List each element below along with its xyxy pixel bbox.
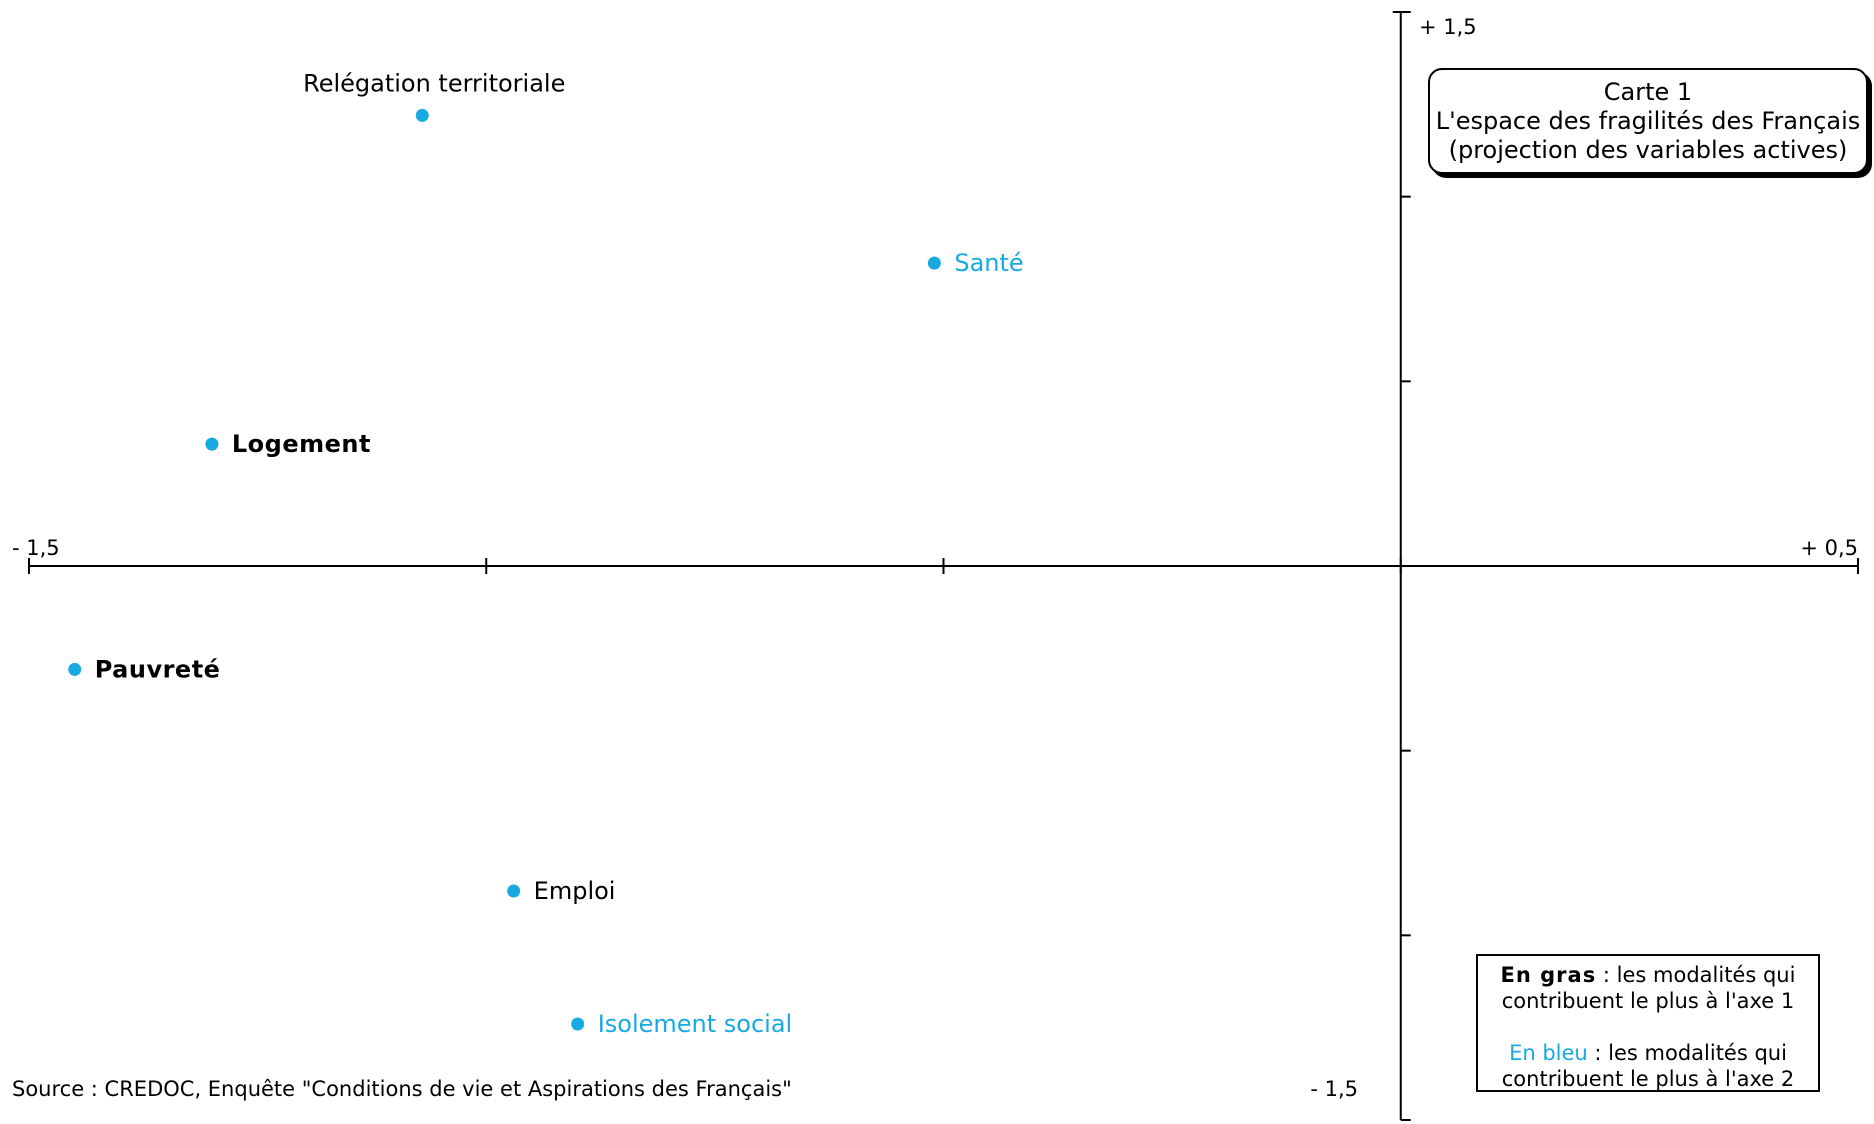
x-tick-label-min: - 1,5 [12,536,60,560]
data-point [571,1017,585,1031]
legend-blue-line: En bleu : les modalités qui [1478,1040,1818,1066]
legend-bold-line2: contribuent le plus à l'axe 1 [1501,989,1795,1013]
chart-title-line1: Carte 1 [1603,78,1693,106]
chart-title-line3: (projection des variables actives) [1448,136,1848,164]
legend-blue-line2: contribuent le plus à l'axe 2 [1501,1067,1795,1091]
legend-bold-term: En gras [1500,963,1597,987]
y-tick-label-max: + 1,5 [1419,15,1477,39]
legend-box: En gras : les modalités qui contribuent … [1476,954,1820,1092]
data-point [68,662,82,676]
axes [28,11,1859,1121]
data-point [507,884,521,898]
data-points: Relégation territoriale Santé Logement Pauv… [68,69,1024,1038]
x-tick-label-max: + 0,5 [1800,536,1858,560]
data-point [927,256,941,270]
data-point-label: Pauvreté [95,655,221,683]
data-point [415,108,429,122]
data-point-label: Santé [954,249,1023,277]
data-point-label: Relégation territoriale [303,69,565,97]
chart-title-line2: L'espace des fragilités des Français [1435,107,1861,135]
legend-blue-text: : les modalités qui [1587,1041,1787,1065]
legend-blue-term: En bleu [1509,1041,1588,1065]
chart-title-box: Carte 1 L'espace des fragilités des Fran… [1428,68,1868,174]
legend-bold-text: : les modalités qui [1596,963,1796,987]
data-point-label: Isolement social [598,1010,793,1038]
legend-bold-line: En gras : les modalités qui [1478,962,1818,988]
data-point-label: Emploi [534,877,616,905]
data-point [205,437,219,451]
y-tick-label-min: - 1,5 [1310,1077,1358,1101]
data-point-label: Logement [232,430,371,458]
source-note: Source : CREDOC, Enquête "Conditions de … [12,1077,792,1101]
